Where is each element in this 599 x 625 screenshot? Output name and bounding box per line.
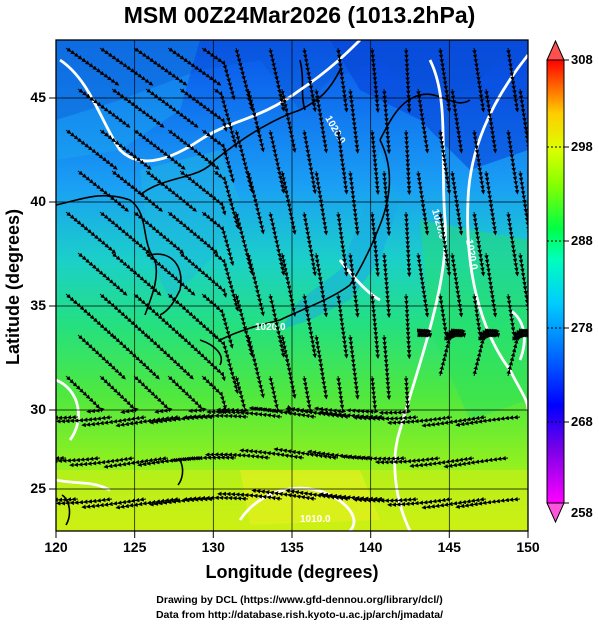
colorbar-min-arrow (546, 502, 565, 524)
contour-label: 1010.0 (300, 514, 331, 525)
footer-credit-dcl: Drawing by DCL (https://www.gfd-dennou.o… (156, 594, 443, 606)
x-tick-label: 135 (280, 539, 304, 555)
streamline (438, 329, 457, 377)
streamline (246, 170, 265, 235)
streamline (246, 88, 265, 153)
y-tick-label: 30 (30, 401, 46, 417)
streamline (403, 293, 412, 360)
streamline (348, 252, 360, 318)
streamline (99, 375, 139, 415)
streamline (472, 129, 486, 195)
colorbar: 308 298 288 278 268 258 (546, 39, 593, 524)
streamline (381, 252, 392, 319)
y-tick-label: 40 (30, 193, 46, 209)
y-axis-label: Latitude (degrees) (3, 209, 23, 365)
streamlines (56, 47, 528, 510)
x-tick-label: 140 (359, 539, 383, 555)
colorbar-tick-label: 308 (571, 52, 593, 67)
colorbar-tick-label: 278 (571, 320, 593, 335)
streamline (336, 293, 349, 359)
streamline (302, 293, 317, 359)
streamline (416, 252, 430, 318)
streamline (403, 47, 412, 114)
streamline (336, 47, 349, 113)
colorbar-max-arrow (546, 39, 565, 61)
footer-credit-data: Data from http://database.rish.kyoto-u.a… (155, 609, 444, 621)
streamline (484, 88, 498, 154)
streamline (280, 252, 297, 317)
streamline (378, 375, 412, 416)
streamline (438, 129, 452, 195)
streamline (416, 88, 430, 154)
streamline (133, 375, 173, 414)
map-title: MSM 00Z24Mar2026 (1013.2hPa) (123, 2, 476, 28)
y-tick-label: 25 (30, 480, 46, 496)
streamline (246, 252, 265, 317)
x-tick-label: 120 (44, 539, 68, 555)
x-tick-label: 145 (438, 539, 462, 555)
y-tick-label: 45 (30, 89, 46, 105)
streamline (472, 329, 491, 377)
streamline (506, 47, 520, 113)
streamline (314, 88, 329, 154)
streamline (472, 47, 486, 113)
streamline (302, 47, 317, 113)
streamline (381, 88, 392, 155)
streamline (403, 129, 412, 196)
colorbar-tick-label: 288 (571, 233, 593, 248)
x-tick-label: 125 (123, 539, 147, 555)
streamline (506, 211, 520, 277)
streamline (369, 293, 380, 359)
streamline (443, 456, 509, 469)
streamline (403, 211, 412, 278)
streamline (455, 496, 521, 509)
streamline (336, 211, 349, 277)
streamline (416, 328, 433, 338)
streamline (450, 252, 464, 318)
colorbar-tick-label: 258 (571, 505, 593, 520)
streamline (314, 252, 329, 318)
x-tick-label: 130 (202, 539, 226, 555)
streamline (438, 211, 452, 277)
y-tick-label: 35 (30, 297, 46, 313)
contour-label: 1020.0 (255, 322, 286, 333)
colorbar-tick-label: 268 (571, 414, 593, 429)
x-axis-label: Longitude (degrees) (205, 562, 378, 582)
streamline (484, 252, 498, 318)
x-tick-label: 150 (516, 539, 540, 555)
streamline (369, 211, 380, 277)
streamline (369, 129, 380, 195)
streamline (336, 129, 349, 195)
streamline (381, 170, 392, 237)
map-area: 1020.0 1020.0 1020.0 1020.0 1010.0 (56, 40, 528, 531)
streamline (450, 88, 464, 154)
streamline (506, 129, 520, 195)
streamline (302, 211, 317, 277)
streamline (65, 375, 105, 414)
streamline (201, 47, 236, 101)
streamline (438, 47, 452, 113)
grid-lines (56, 40, 528, 531)
streamline (506, 329, 525, 377)
axis-ticks (49, 97, 529, 538)
streamline (369, 47, 380, 113)
streamline (302, 129, 317, 195)
streamline (348, 88, 360, 154)
streamline (455, 414, 521, 427)
streamline (280, 88, 297, 153)
streamline (472, 211, 486, 277)
map-figure: 1020.0 1020.0 1020.0 1020.0 1010.0 (3, 39, 593, 582)
colorbar-tick-label: 298 (571, 139, 593, 154)
